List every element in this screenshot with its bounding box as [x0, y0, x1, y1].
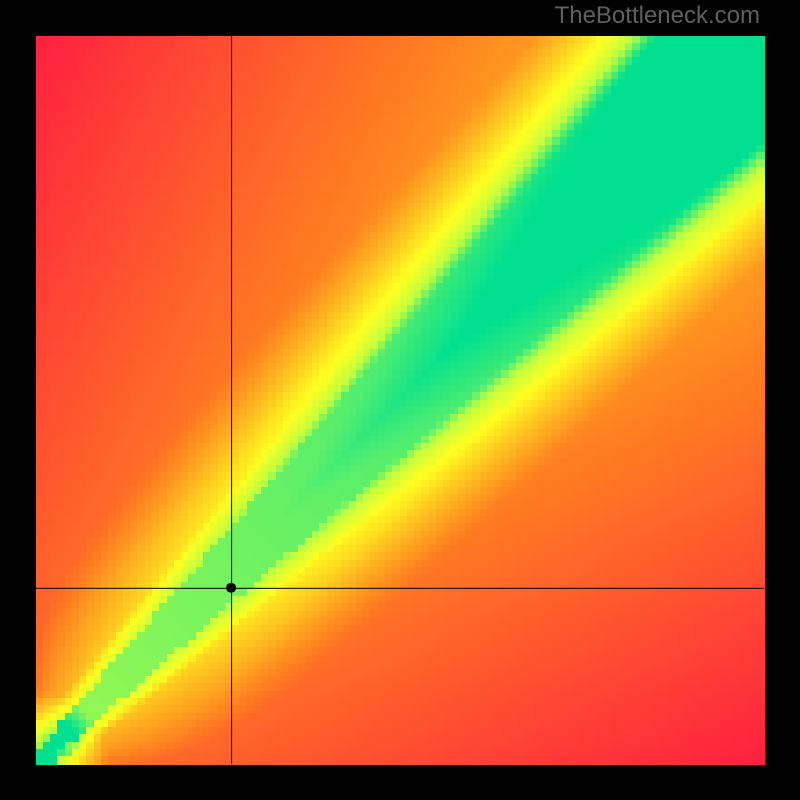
- chart-container: TheBottleneck.com: [0, 0, 800, 800]
- watermark-text: TheBottleneck.com: [555, 2, 760, 30]
- bottleneck-heatmap: [0, 0, 800, 800]
